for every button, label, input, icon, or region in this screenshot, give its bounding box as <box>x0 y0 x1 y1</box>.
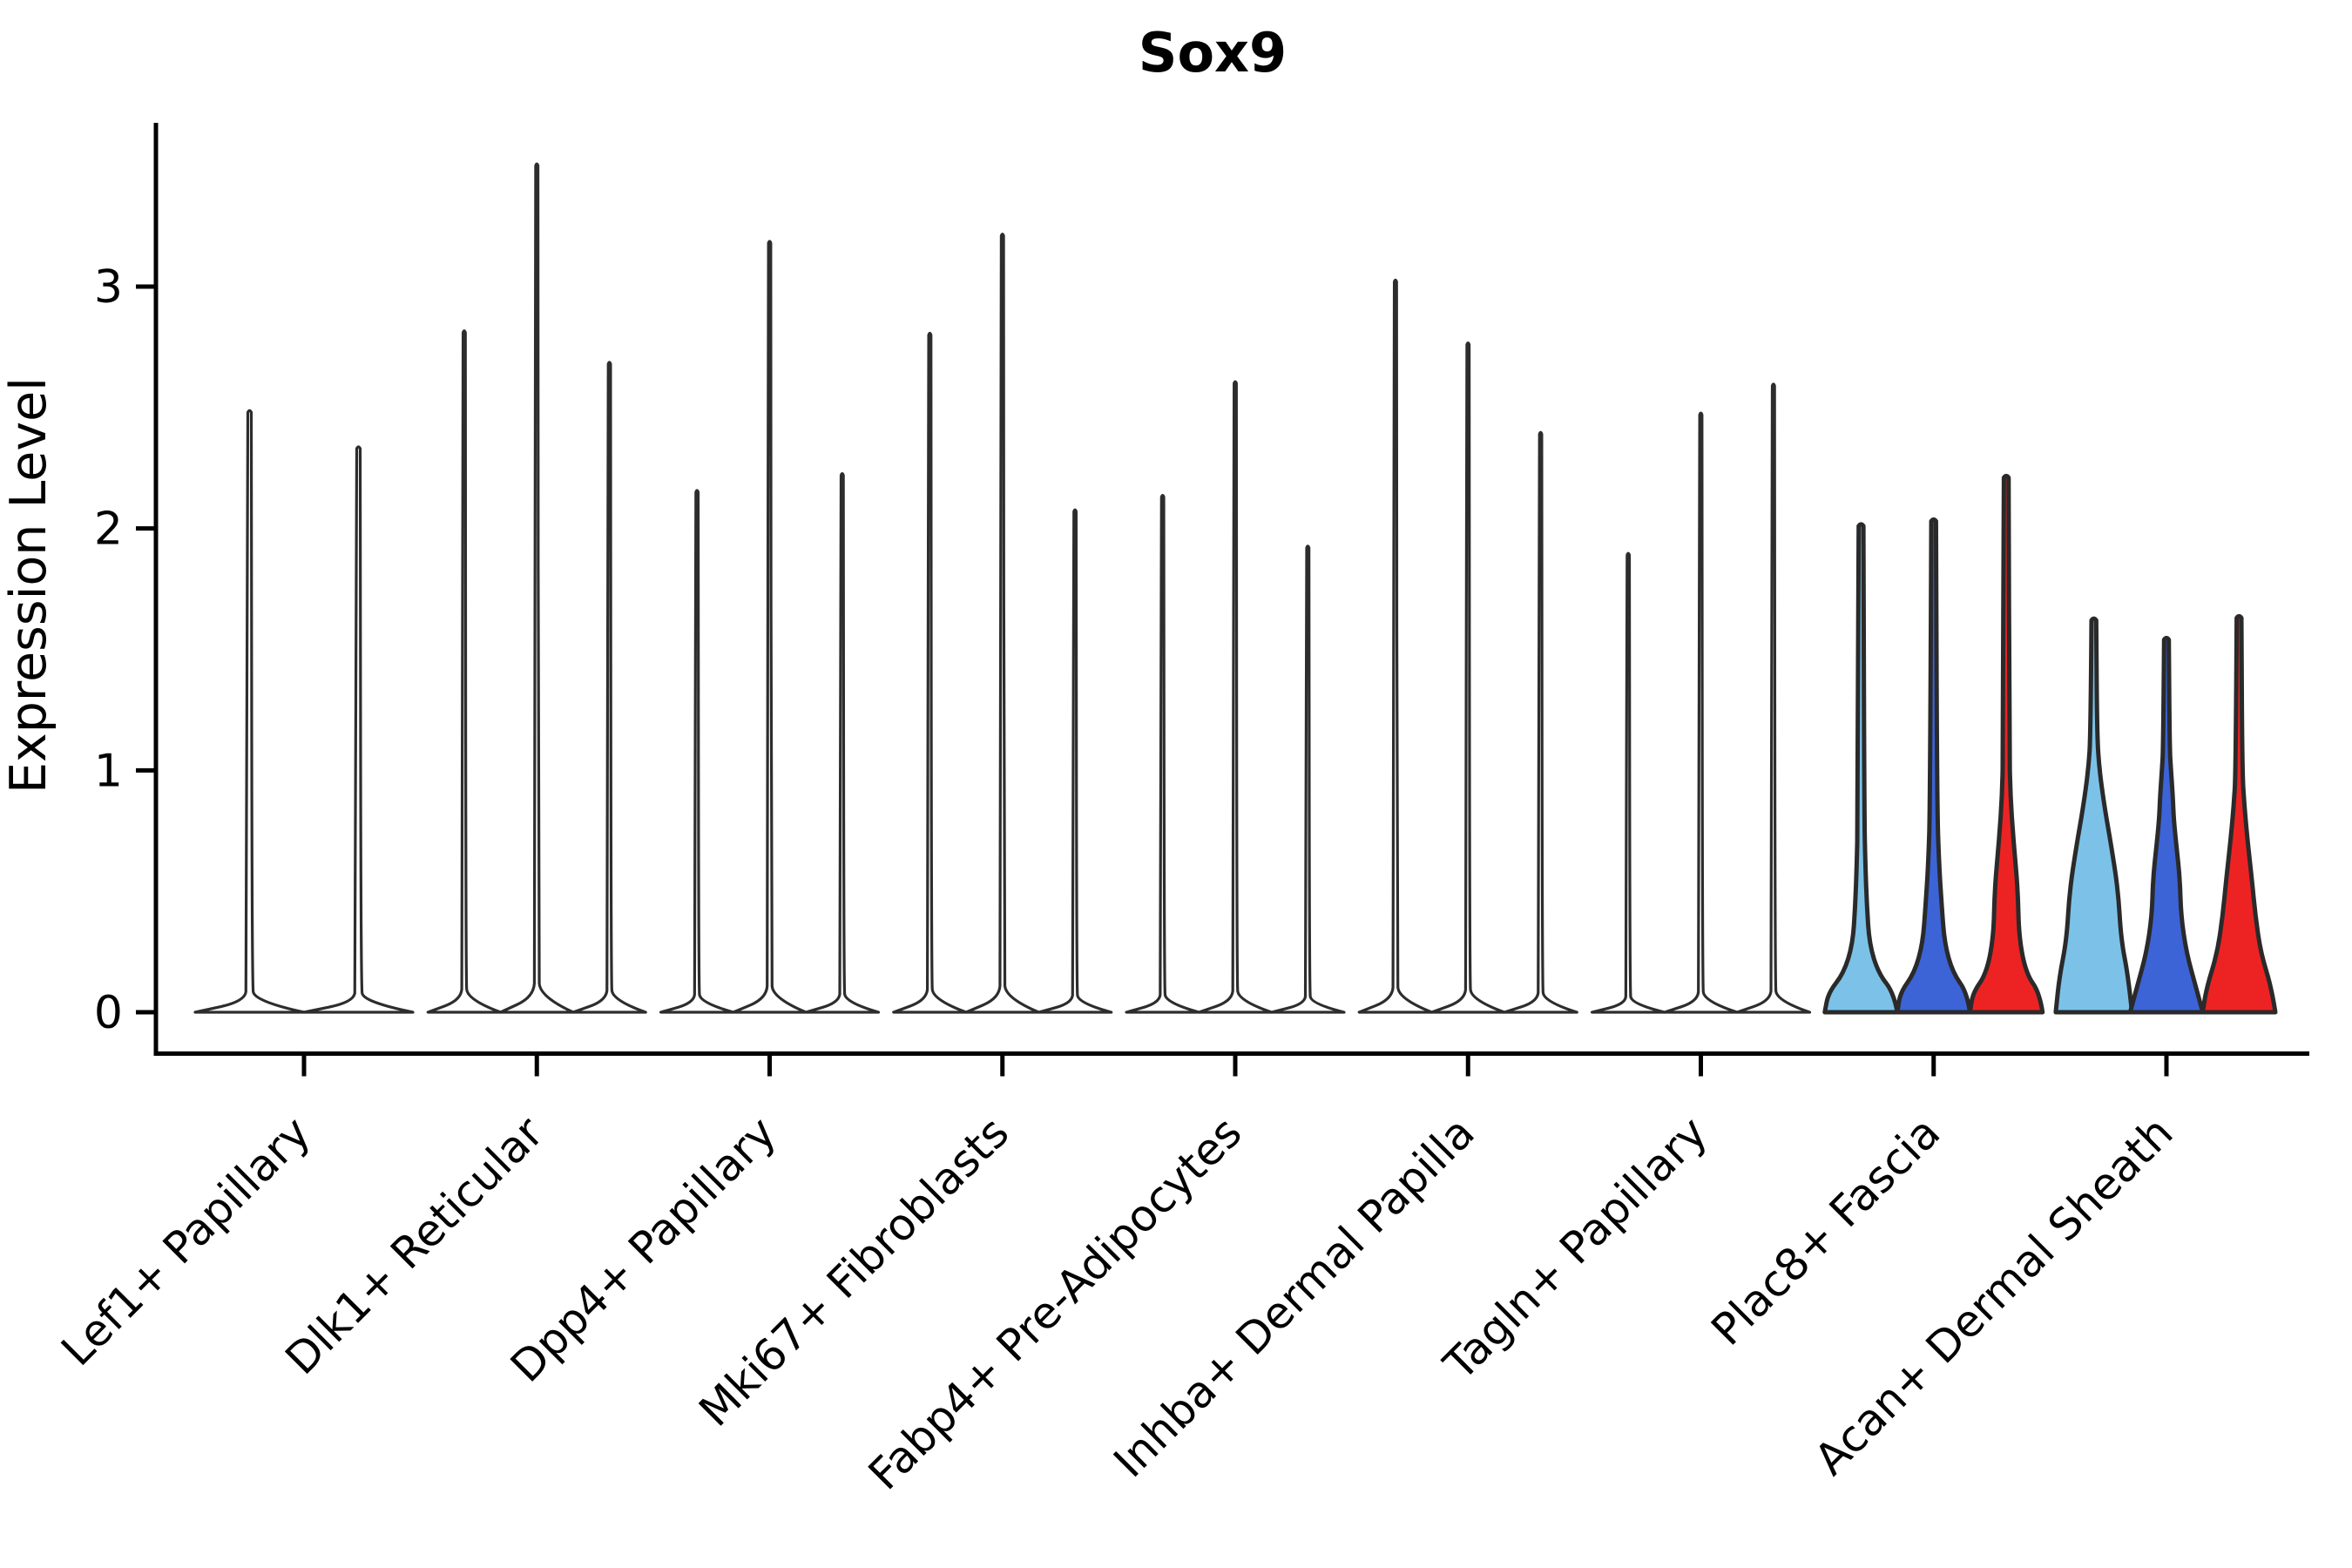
violin-6-1 <box>1663 411 1739 1014</box>
violin-7-1 <box>1895 517 1972 1015</box>
y-tick-label: 2 <box>94 504 123 556</box>
violin-5-2 <box>1503 430 1578 1014</box>
violin-8-1 <box>2127 635 2206 1015</box>
violin-4-0 <box>1125 493 1200 1014</box>
violin-3-1 <box>964 233 1041 1014</box>
violin-7-2 <box>1967 473 2045 1015</box>
violin-1-0 <box>426 329 503 1014</box>
violins <box>193 162 2278 1015</box>
violin-4-1 <box>1197 380 1274 1014</box>
violin-8-2 <box>2200 613 2278 1015</box>
y-axis-label: Expression Level <box>0 377 57 794</box>
x-tick-label: Fabp4+ Pre-Adipocytes <box>859 1107 1252 1500</box>
violin-1-1 <box>498 162 575 1014</box>
y-tick-label: 3 <box>94 261 123 314</box>
x-tick-label: Dlk1+ Reticular <box>276 1107 553 1384</box>
axes <box>136 123 2309 1077</box>
violin-0-1 <box>302 445 415 1014</box>
violin-4-2 <box>1270 544 1346 1014</box>
violin-0-0 <box>193 409 306 1014</box>
violin-3-0 <box>892 331 968 1014</box>
x-tick-label: Lef1+ Papillary <box>51 1107 320 1375</box>
axis-spines <box>153 123 2309 1056</box>
violin-2-0 <box>659 489 735 1014</box>
violin-7-0 <box>1822 522 1900 1015</box>
violin-1-2 <box>571 361 647 1014</box>
y-tick-labels: 0 1 2 3 <box>94 261 123 1039</box>
x-tick-label: Plac8+ Fascia <box>1702 1107 1950 1355</box>
violin-5-1 <box>1429 341 1506 1014</box>
y-tick-label: 0 <box>94 987 123 1039</box>
plot-title: Sox9 <box>1139 21 1287 84</box>
violin-3-2 <box>1037 508 1113 1014</box>
y-tick-label: 1 <box>94 745 123 797</box>
violin-6-2 <box>1735 382 1812 1014</box>
violin-5-0 <box>1357 278 1434 1014</box>
violin-2-2 <box>804 471 881 1014</box>
violin-6-0 <box>1590 551 1666 1014</box>
violin-2-1 <box>732 240 808 1014</box>
violin-8-0 <box>2053 616 2134 1015</box>
